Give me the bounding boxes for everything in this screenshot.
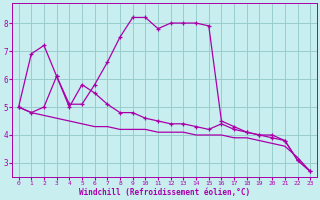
X-axis label: Windchill (Refroidissement éolien,°C): Windchill (Refroidissement éolien,°C) — [79, 188, 250, 197]
